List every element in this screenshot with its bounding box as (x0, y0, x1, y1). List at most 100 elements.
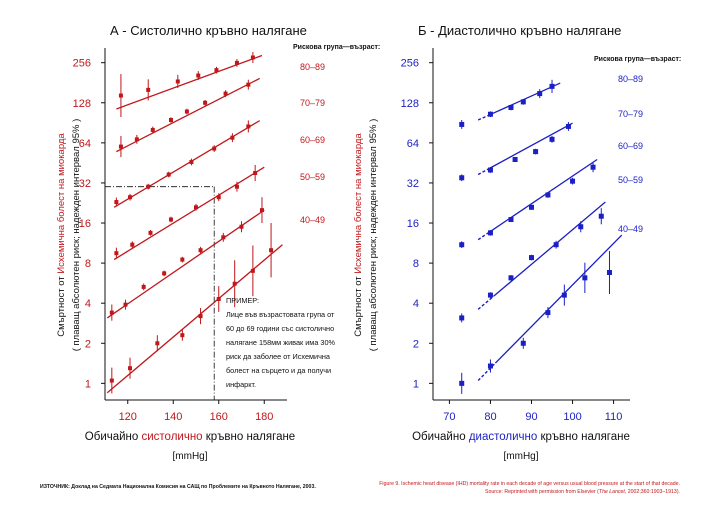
annotation-line-7: инфаркт. (226, 380, 256, 389)
systolic-y-tick-label: 64 (79, 138, 91, 150)
systolic-data-point (118, 93, 123, 98)
diastolic-data-point (545, 310, 551, 316)
systolic-data-point (214, 68, 219, 73)
diastolic-data-point (549, 83, 555, 89)
diastolic-y-tick-label: 16 (407, 218, 419, 230)
diastolic-data-point (487, 230, 493, 236)
systolic-group-label: 50–59 (300, 172, 325, 182)
diastolic-y-tick-label: 2 (413, 338, 419, 350)
diastolic-data-point (487, 292, 493, 298)
systolic-group-label: 40–49 (300, 215, 325, 225)
diastolic-fit-line (487, 82, 561, 117)
example-annotation: ПРИМЕР: Лице във възрастовата група от 6… (226, 296, 336, 389)
systolic-data-point (223, 91, 228, 96)
diastolic-data-point (487, 167, 493, 173)
diastolic-group-label: 60–69 (618, 141, 643, 151)
annotation-line-1: ПРИМЕР: (226, 296, 259, 305)
diastolic-data-point (606, 270, 612, 276)
systolic-x-tick-label: 140 (164, 411, 182, 423)
diastolic-group-label: 50–59 (618, 175, 643, 185)
diastolic-y-tick-label: 128 (401, 98, 419, 110)
diastolic-legend-title: Рискова група—възраст: (594, 56, 681, 63)
diastolic-data-point (578, 224, 584, 230)
systolic-data-point (198, 314, 203, 319)
systolic-group-label: 80–89 (300, 62, 325, 72)
diastolic-data-point (529, 255, 534, 261)
systolic-data-point (114, 200, 119, 205)
diastolic-y-tick-label: 4 (413, 298, 419, 310)
diastolic-fit-line-dashed (477, 229, 493, 241)
diastolic-group-label: 80–89 (618, 74, 643, 84)
systolic-fit-line (113, 120, 261, 208)
systolic-data-point (234, 184, 239, 189)
systolic-data-point (196, 73, 201, 78)
annotation-line-5: риск да заболее от Исхемична (226, 352, 331, 361)
systolic-data-point (175, 79, 180, 84)
diastolic-data-point (520, 99, 526, 105)
diastolic-fit-line (489, 122, 573, 169)
systolic-data-point (114, 251, 119, 256)
diastolic-y-axis-label: Смъртност от Исхемична болест на миокард… (353, 133, 364, 337)
diastolic-data-point (549, 136, 555, 142)
diastolic-fit-line (494, 234, 623, 364)
systolic-group-label: 70–79 (300, 98, 325, 108)
systolic-data-point (109, 378, 114, 383)
systolic-data-point (168, 118, 173, 123)
diastolic-group-label: 70–79 (618, 109, 643, 119)
systolic-data-point (198, 248, 203, 253)
annotation-line-6: болест на сърцето и да получи (226, 366, 331, 375)
systolic-y-tick-label: 256 (73, 58, 91, 70)
diastolic-fit-line (492, 201, 606, 297)
diastolic-x-tick-label: 70 (443, 411, 455, 423)
systolic-data-point (253, 171, 258, 176)
diastolic-x-tick-label: 110 (605, 411, 623, 423)
systolic-data-point (216, 297, 221, 302)
systolic-y-tick-label: 1 (85, 378, 91, 390)
diastolic-data-point (459, 315, 465, 321)
systolic-data-point (168, 217, 173, 222)
diastolic-data-point (537, 91, 543, 97)
systolic-group-label: 60–69 (300, 135, 325, 145)
systolic-data-point (148, 230, 153, 235)
systolic-data-point (184, 109, 189, 114)
systolic-data-point (146, 87, 151, 92)
systolic-data-point (246, 82, 251, 87)
systolic-data-point (246, 124, 251, 129)
systolic-y-axis-ci-label: ( плаващ абсолютен риск; надежден интерв… (71, 119, 82, 352)
systolic-data-point (221, 235, 226, 240)
diastolic-data-point (508, 275, 514, 281)
diastolic-fit-line-dashed (477, 167, 490, 176)
diastolic-x-tick-label: 80 (484, 411, 496, 423)
diastolic-data-point (590, 164, 596, 170)
systolic-fit-line (116, 54, 263, 110)
systolic-data-point (189, 159, 194, 164)
diastolic-data-point (487, 111, 493, 117)
systolic-x-tick-label: 180 (255, 411, 273, 423)
diastolic-x-tick-label: 100 (563, 411, 581, 423)
systolic-data-point (128, 195, 133, 200)
diastolic-x-tick-label: 90 (525, 411, 537, 423)
systolic-data-point (166, 172, 171, 177)
systolic-chart-title: А - Систолично кръвно налягане (110, 23, 307, 38)
systolic-data-point (269, 248, 274, 253)
diastolic-data-point (487, 363, 493, 369)
systolic-data-point (118, 144, 123, 149)
diastolic-data-point (508, 217, 514, 223)
diastolic-data-point (459, 175, 465, 181)
diastolic-data-point (598, 213, 604, 219)
diastolic-data-point (529, 204, 534, 210)
diastolic-y-axis-ci-label: ( плаващ абсолютен риск; надежден интерв… (368, 119, 379, 352)
source-note-bg: ИЗТОЧНИК: Доклад на Седмата Национална К… (40, 483, 316, 490)
diastolic-panel: Б - Диастолично кръвно налягане Рискова … (353, 23, 681, 462)
systolic-data-point (230, 135, 235, 140)
systolic-y-axis-label: Смъртност от Исхемична болест на миокард… (56, 133, 67, 337)
systolic-data-point (128, 366, 133, 371)
systolic-data-point (239, 224, 244, 229)
annotation-line-2: Лице във възрастовата група от (226, 310, 335, 319)
diastolic-data-point (459, 242, 465, 248)
systolic-y-tick-label: 16 (79, 218, 91, 230)
diastolic-data-point (533, 149, 539, 155)
diastolic-data-point (508, 104, 514, 110)
systolic-data-point (162, 271, 167, 276)
systolic-y-tick-label: 8 (85, 258, 91, 270)
